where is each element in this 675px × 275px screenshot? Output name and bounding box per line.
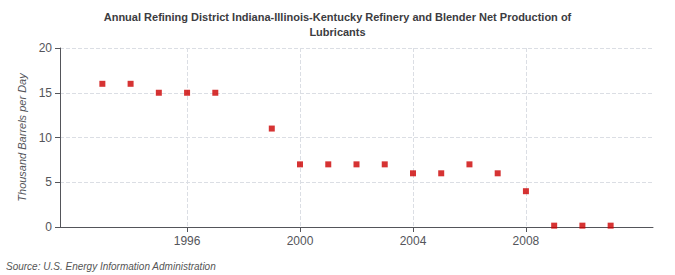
svg-text:1996: 1996: [174, 234, 201, 248]
svg-text:Source: U.S. Energy Informatio: Source: U.S. Energy Information Administ…: [6, 261, 216, 272]
svg-text:15: 15: [39, 86, 53, 100]
svg-text:2008: 2008: [513, 234, 540, 248]
svg-text:0: 0: [45, 220, 52, 234]
svg-text:5: 5: [45, 175, 52, 189]
svg-text:2000: 2000: [287, 234, 314, 248]
svg-text:10: 10: [39, 131, 53, 145]
svg-text:Thousand Barrels per Day: Thousand Barrels per Day: [16, 72, 28, 202]
svg-text:Annual Refining District India: Annual Refining District Indiana-Illinoi…: [104, 11, 572, 23]
svg-text:20: 20: [39, 41, 53, 55]
svg-text:Lubricants: Lubricants: [309, 26, 365, 38]
svg-text:2004: 2004: [400, 234, 427, 248]
